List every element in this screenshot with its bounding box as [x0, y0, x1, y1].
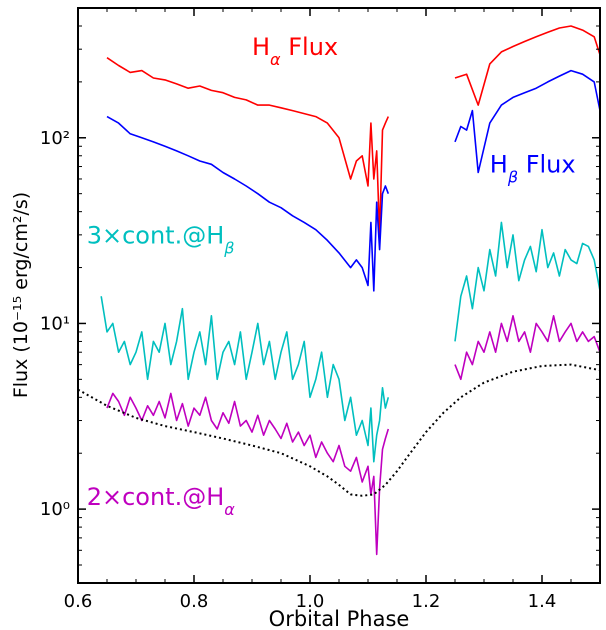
series-line-1-segment-0 [106, 115, 390, 292]
series-line-0-segment-0 [106, 57, 390, 236]
series-line-0-segment-1 [454, 25, 601, 106]
x-tick-label: 0.8 [180, 591, 209, 612]
series-line-4-segment-0 [77, 363, 601, 497]
x-tick-label: 1.2 [412, 591, 441, 612]
y-tick-label: 10¹ [40, 313, 70, 334]
ticks-layer: 0.6 0.8 1.0 1.2 1.4 10⁰ 10¹ 10² [40, 7, 600, 612]
series-line-2-segment-0 [100, 296, 390, 463]
annotation-cont2: 2×cont.@Hα [87, 483, 236, 518]
series-line-2-segment-1 [454, 221, 601, 342]
x-axis-label: Orbital Phase [269, 607, 410, 630]
annotation-cont3: 3×cont.@Hβ [87, 221, 235, 257]
series-line-3-segment-1 [454, 314, 601, 381]
x-tick-label: 0.6 [64, 591, 93, 612]
x-tick-label: 1.4 [528, 591, 557, 612]
annotation-ha: Hα Flux [252, 33, 338, 69]
series-line-3-segment-0 [106, 392, 390, 556]
y-tick-label: 10⁰ [40, 499, 70, 520]
annotations: Hα Flux Hβ Flux 3×cont.@Hβ 2×cont.@Hα [87, 33, 576, 519]
y-tick-label: 10² [40, 128, 70, 149]
labels-layer: Orbital Phase Flux (10⁻¹⁵ erg/cm²/s) [10, 192, 409, 630]
x-tick-label: 1.0 [296, 591, 325, 612]
series-line-1-segment-1 [454, 69, 601, 174]
series-layer [77, 25, 601, 556]
y-axis-label: Flux (10⁻¹⁵ erg/cm²/s) [10, 192, 32, 398]
annotation-hb: Hβ Flux [490, 151, 576, 187]
